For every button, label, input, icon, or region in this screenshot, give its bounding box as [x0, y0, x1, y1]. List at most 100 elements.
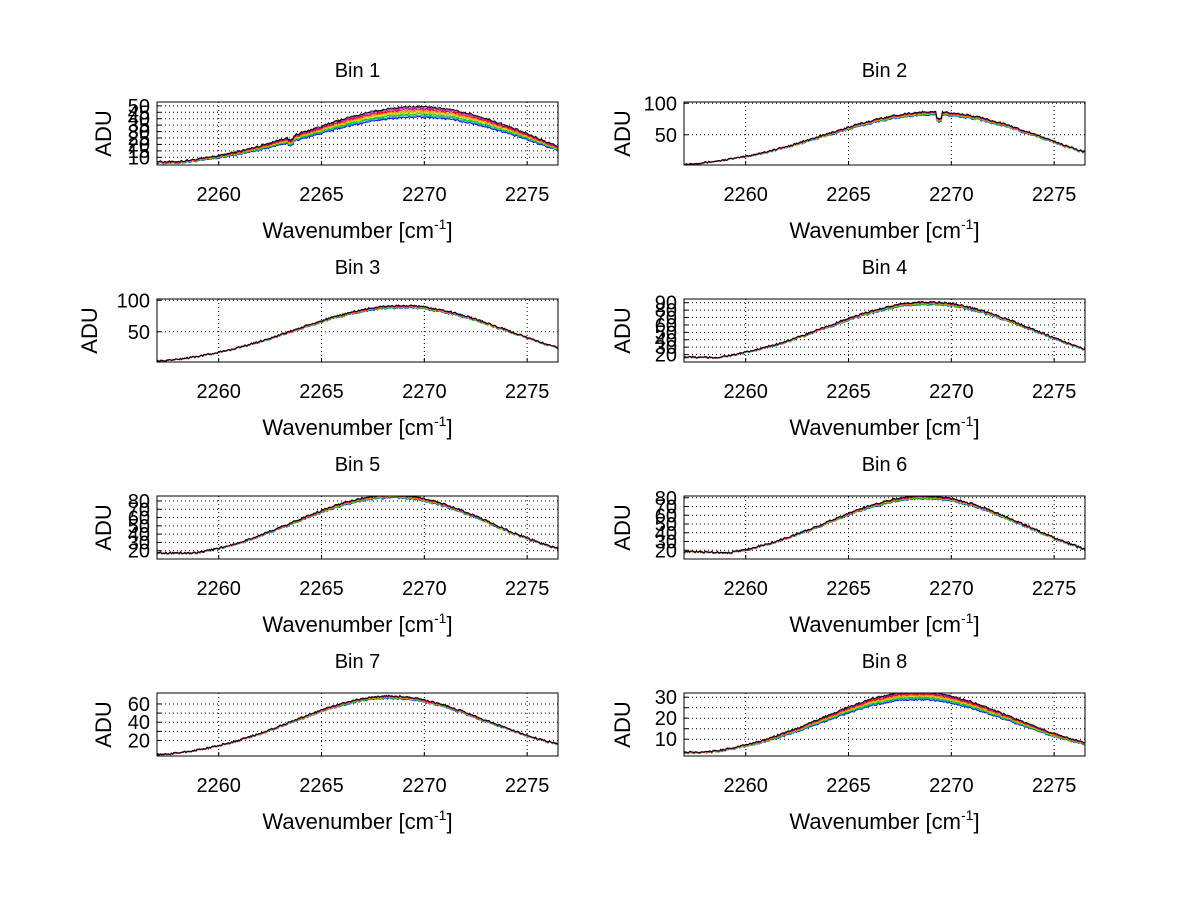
y-tick-label: 50 — [128, 516, 150, 538]
y-tick-label: 80 — [655, 488, 677, 510]
x-tick-label: 2275 — [1032, 578, 1077, 600]
x-tick-label: 2275 — [1032, 381, 1077, 403]
series-line-8 — [683, 495, 1086, 555]
series-line-8 — [156, 694, 559, 756]
x-tick-label: 2260 — [723, 184, 768, 206]
y-tick-label: 10 — [655, 729, 677, 751]
y-tick-label: 40 — [655, 523, 677, 545]
x-axis-label: Wavenumber [cm-1] — [789, 807, 979, 834]
y-tick-label: 50 — [655, 514, 677, 536]
x-tick-label: 2260 — [196, 184, 241, 206]
y-tick-label: 20 — [655, 540, 677, 562]
y-axis-label: ADU — [91, 110, 116, 156]
plot-area-frame — [683, 101, 1086, 166]
x-tick-label: 2260 — [723, 381, 768, 403]
x-tick-label: 2275 — [1032, 184, 1077, 206]
y-tick-label: 60 — [128, 508, 150, 530]
y-tick-label: 100 — [644, 93, 677, 115]
plot-area-frame — [683, 495, 1086, 560]
x-tick-label: 2270 — [929, 578, 974, 600]
y-axis-label: ADU — [610, 701, 635, 747]
y-tick-label: 20 — [128, 730, 150, 752]
y-axis-label: ADU — [610, 110, 635, 156]
x-tick-label: 2270 — [402, 775, 447, 797]
x-tick-label: 2270 — [402, 578, 447, 600]
x-tick-label: 2270 — [929, 775, 974, 797]
panel-bin-3: 2260 2265 2270 2275 50 100 Bin 3 Wavenumber [cm… — [77, 257, 559, 440]
x-tick-label: 2260 — [723, 578, 768, 600]
series-line-1 — [156, 115, 559, 165]
y-tick-label: 50 — [128, 96, 150, 118]
x-tick-label: 2270 — [929, 381, 974, 403]
plot-area-frame — [683, 298, 1086, 363]
x-axis-label: Wavenumber [cm-1] — [789, 216, 979, 243]
y-tick-label: 25 — [128, 128, 150, 150]
y-tick-label: 30 — [128, 532, 150, 554]
plot-area-frame — [683, 692, 1086, 757]
x-axis-label: Wavenumber [cm-1] — [262, 413, 452, 440]
panel-bin-2: 2260 2265 2270 2275 50 100 Bin 2 Wavenumber [cm… — [610, 60, 1086, 243]
x-tick-label: 2270 — [929, 184, 974, 206]
y-tick-label: 30 — [655, 337, 677, 359]
y-tick-label: 100 — [117, 290, 150, 312]
x-tick-label: 2270 — [402, 381, 447, 403]
x-tick-label: 2265 — [299, 184, 344, 206]
panel-title: Bin 4 — [862, 257, 908, 279]
y-axis-label: ADU — [610, 504, 635, 550]
y-tick-label: 30 — [655, 532, 677, 554]
x-tick-label: 2265 — [826, 578, 871, 600]
y-tick-label: 40 — [128, 524, 150, 546]
y-tick-label: 45 — [128, 102, 150, 124]
panel-title: Bin 3 — [335, 257, 381, 279]
y-tick-label: 20 — [128, 134, 150, 156]
x-axis-label: Wavenumber [cm-1] — [262, 807, 452, 834]
series-line-8 — [683, 692, 1086, 754]
x-axis-label: Wavenumber [cm-1] — [262, 216, 452, 243]
y-tick-label: 20 — [655, 708, 677, 730]
x-tick-label: 2275 — [1032, 775, 1077, 797]
x-tick-label: 2265 — [299, 578, 344, 600]
panel-title: Bin 2 — [862, 60, 908, 82]
y-tick-label: 60 — [655, 505, 677, 527]
y-tick-label: 70 — [128, 499, 150, 521]
panel-title: Bin 5 — [335, 454, 381, 476]
y-tick-label: 50 — [128, 322, 150, 344]
x-tick-label: 2265 — [826, 775, 871, 797]
y-tick-label: 30 — [655, 687, 677, 709]
plot-area-frame — [156, 298, 559, 363]
plot-area-frame — [156, 101, 559, 166]
x-axis-label: Wavenumber [cm-1] — [789, 610, 979, 637]
series-line-4 — [156, 111, 559, 164]
y-tick-label: 90 — [655, 293, 677, 315]
panel-title: Bin 7 — [335, 651, 381, 673]
panel-title: Bin 1 — [335, 60, 381, 82]
y-tick-label: 70 — [655, 308, 677, 330]
series-line-8 — [683, 110, 1086, 166]
y-tick-label: 80 — [655, 300, 677, 322]
plot-area-frame — [156, 495, 559, 560]
x-tick-label: 2275 — [505, 184, 550, 206]
y-tick-label: 30 — [128, 122, 150, 144]
x-tick-label: 2260 — [196, 775, 241, 797]
y-axis-label: ADU — [77, 307, 102, 353]
series-line-7 — [156, 106, 559, 164]
y-tick-label: 50 — [655, 125, 677, 147]
x-tick-label: 2260 — [196, 578, 241, 600]
x-axis-label: Wavenumber [cm-1] — [262, 610, 452, 637]
y-axis-label: ADU — [91, 701, 116, 747]
y-tick-label: 60 — [128, 694, 150, 716]
x-tick-label: 2265 — [826, 184, 871, 206]
y-tick-label: 20 — [128, 541, 150, 563]
y-tick-label: 70 — [655, 497, 677, 519]
x-tick-label: 2270 — [402, 184, 447, 206]
series-line-8 — [156, 304, 559, 363]
y-tick-label: 35 — [128, 115, 150, 137]
x-tick-label: 2265 — [826, 381, 871, 403]
x-tick-label: 2265 — [299, 381, 344, 403]
